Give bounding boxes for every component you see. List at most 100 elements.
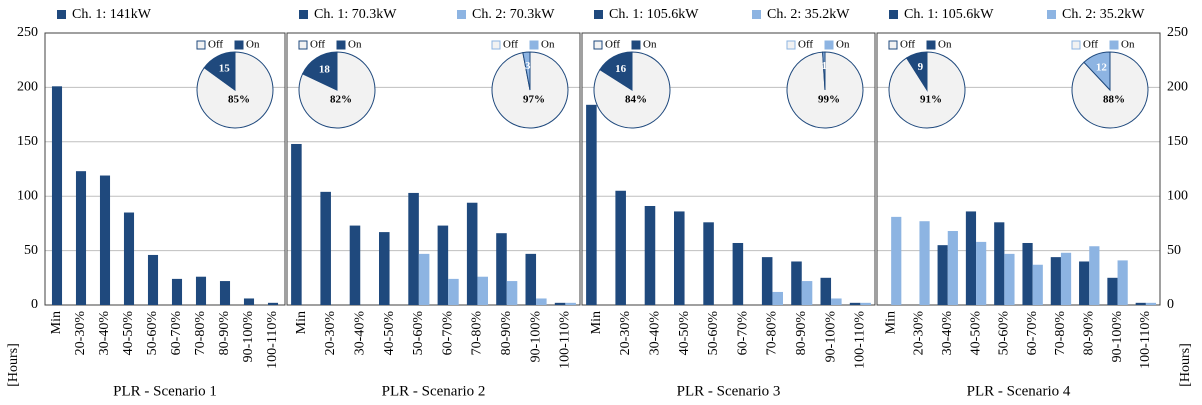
x-axis-label: PLR - Scenario 2 <box>382 383 486 399</box>
bar <box>565 302 576 305</box>
bar <box>219 281 231 305</box>
pie-legend-swatch <box>491 40 501 50</box>
bar <box>408 192 419 305</box>
x-tick-label: 60-70% <box>735 311 750 356</box>
y-tick-label: 50 <box>1167 243 1181 258</box>
x-tick-label: 70-80% <box>193 311 208 356</box>
bar <box>732 242 744 305</box>
pie-legend-label: On <box>541 39 555 51</box>
bar <box>1107 277 1118 305</box>
x-axis-label: PLR - Scenario 1 <box>113 383 217 399</box>
pie-slice <box>522 51 531 91</box>
pie-label: 91% <box>920 94 942 106</box>
pie-legend-label: On <box>836 39 850 51</box>
x-tick-label: 90-100% <box>1110 311 1125 363</box>
pie-slice <box>822 51 826 91</box>
x-tick-label: Min <box>589 311 604 334</box>
pie-legend-swatch <box>234 40 244 50</box>
x-tick-label: 90-100% <box>823 311 838 363</box>
pie-legend-label: On <box>1121 39 1135 51</box>
bar <box>1050 257 1061 305</box>
y-tick-label: 0 <box>1167 297 1174 312</box>
x-tick-label: 50-60% <box>411 311 426 356</box>
bar <box>937 245 948 305</box>
x-tick-label: 20-30% <box>912 311 927 356</box>
pie-label: 84% <box>625 94 647 106</box>
legend-swatch <box>299 10 308 19</box>
bar <box>496 233 507 305</box>
y-tick-label: 100 <box>1167 188 1188 203</box>
x-axis-label: PLR - Scenario 3 <box>677 383 781 399</box>
pie-legend-swatch <box>631 40 641 50</box>
y-axis-label: [Hours] <box>1178 343 1193 387</box>
bar <box>1022 242 1033 305</box>
legend-label: Ch. 2: 35.2kW <box>767 7 850 22</box>
pie-label: 12 <box>1096 62 1108 74</box>
pie-legend-swatch <box>1071 40 1081 50</box>
bar <box>147 254 159 305</box>
bar <box>1079 261 1090 305</box>
x-tick-label: 70-80% <box>765 311 780 356</box>
bar <box>525 253 537 305</box>
legend-swatch <box>889 10 898 19</box>
pie-legend-label: On <box>643 39 657 51</box>
y-tick-label: 50 <box>24 243 38 258</box>
pie-slice <box>1083 51 1111 92</box>
pie-legend-swatch <box>529 40 539 50</box>
x-tick-label: 70-80% <box>470 311 485 356</box>
x-tick-label: 80-90% <box>1081 311 1096 356</box>
bar <box>761 257 773 305</box>
pie-legend-swatch <box>786 40 796 50</box>
bar <box>947 231 958 305</box>
bar <box>267 302 279 305</box>
pie-legend-label: Off <box>798 39 813 51</box>
legend-label: Ch. 1: 70.3kW <box>314 7 397 22</box>
bar <box>860 302 871 305</box>
pie-slice <box>599 51 633 91</box>
pie-label: 18 <box>319 64 331 76</box>
pie-legend-swatch <box>196 40 206 50</box>
pie-label: 85% <box>228 94 250 106</box>
bar <box>51 86 63 305</box>
x-tick-label: 40-50% <box>677 311 692 356</box>
x-tick-label: 30-40% <box>97 311 112 356</box>
pie-label: 3 <box>525 60 531 72</box>
pie-label: 88% <box>1103 94 1125 106</box>
bar <box>919 221 930 305</box>
y-tick-label: 200 <box>1167 80 1188 95</box>
x-tick-label: 50-60% <box>145 311 160 356</box>
bar <box>801 281 813 305</box>
pie-label: 9 <box>918 61 924 73</box>
bar <box>379 232 390 305</box>
y-tick-label: 200 <box>17 80 38 95</box>
y-tick-label: 150 <box>17 134 38 149</box>
pie-legend-label: Off <box>1083 39 1098 51</box>
panel-frame <box>286 32 581 306</box>
bar <box>891 216 902 305</box>
x-tick-label: 60-70% <box>440 311 455 356</box>
pie-label: 15 <box>219 63 231 75</box>
bar <box>195 276 207 305</box>
legend-label: Ch. 2: 70.3kW <box>472 7 555 22</box>
x-tick-label: 70-80% <box>1053 311 1068 356</box>
bar <box>791 261 802 305</box>
x-tick-label: 80-90% <box>794 311 809 356</box>
bar <box>1117 260 1128 305</box>
bar <box>703 222 714 305</box>
x-tick-label: 100-110% <box>853 311 868 369</box>
x-tick-label: 90-100% <box>528 311 543 363</box>
bar <box>772 291 783 305</box>
pie-legend-swatch <box>888 40 898 50</box>
y-tick-label: 100 <box>17 188 38 203</box>
pie-legend-label: On <box>348 39 362 51</box>
bar <box>448 278 459 305</box>
legend-label: Ch. 1: 105.6kW <box>609 7 699 22</box>
pie-label: 82% <box>330 94 352 106</box>
pie-legend-swatch <box>926 40 936 50</box>
x-tick-label: 20-30% <box>618 311 633 356</box>
pie-legend-swatch <box>336 40 346 50</box>
pie-legend-label: Off <box>208 39 223 51</box>
y-tick-label: 150 <box>1167 134 1188 149</box>
pie-label: 99% <box>818 94 840 106</box>
